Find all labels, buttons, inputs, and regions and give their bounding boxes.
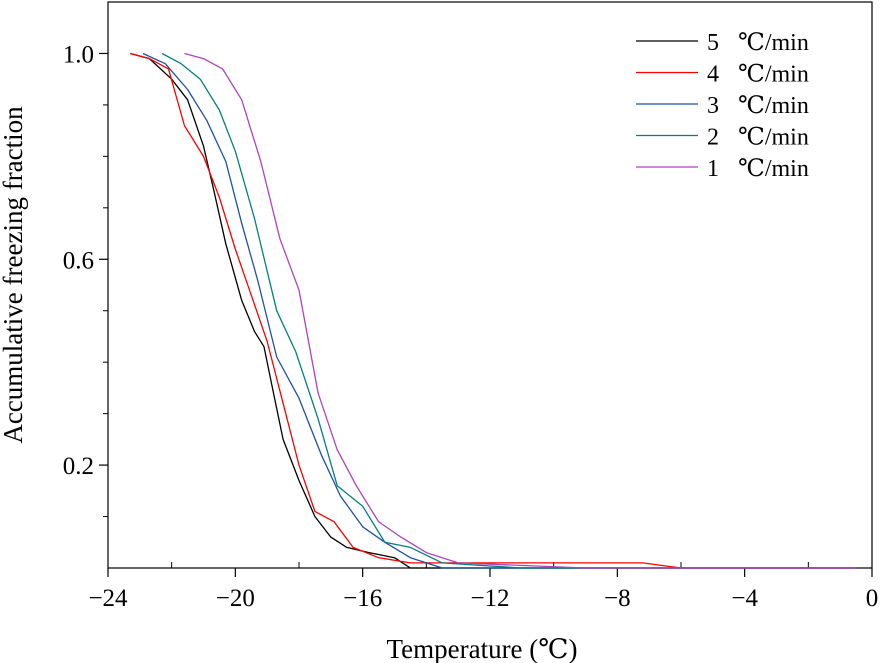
legend-rate-number: 2 [707,125,719,151]
y-axis-title: Accumulative freezing fraction [0,106,28,444]
legend-rate-unit: ℃/min [738,30,809,56]
legend-rate-number: 4 [707,62,719,88]
x-tick-label: −24 [88,585,128,612]
x-tick-label: −12 [470,585,509,612]
series-line-2-c-per-min [161,52,857,569]
legend-rate-number: 5 [707,30,719,56]
legend: 5 ℃/min 4 ℃/min 3 ℃/min 2 ℃/min 1 ℃/min [636,30,809,182]
x-axis-title: Temperature (℃) [387,634,578,663]
legend-rate-unit: ℃/min [738,62,809,88]
tick-labels: −24 −20 −16 −12 −8 −4 0 0.2 0.6 1.0 [63,41,879,612]
legend-entry: 5 ℃/min [636,30,809,56]
series-line-1-c-per-min [184,52,857,569]
y-tick-label: 1.0 [63,41,94,68]
x-tick-label: 0 [866,585,879,612]
legend-entry: 4 ℃/min [636,62,809,88]
plot-area [99,1,873,577]
legend-rate-unit: ℃/min [738,125,809,151]
x-tick-label: −16 [343,585,382,612]
x-tick-label: −20 [216,585,255,612]
legend-rate-unit: ℃/min [738,156,809,182]
legend-rate-number: 3 [707,93,719,119]
legend-rate-number: 1 [707,156,719,182]
x-tick-label: −4 [731,585,758,612]
legend-entry: 1 ℃/min [636,156,809,182]
series-line-4-c-per-min [130,52,857,569]
series-lines [130,52,857,569]
legend-rate-unit: ℃/min [738,93,809,119]
x-tick-label: −8 [604,585,631,612]
series-line-3-c-per-min [142,52,857,569]
y-tick-label: 0.6 [63,247,94,274]
legend-entry: 2 ℃/min [636,125,809,151]
y-tick-label: 0.2 [63,453,94,480]
series-line-5-c-per-min [130,52,857,569]
legend-entry: 3 ℃/min [636,93,809,119]
